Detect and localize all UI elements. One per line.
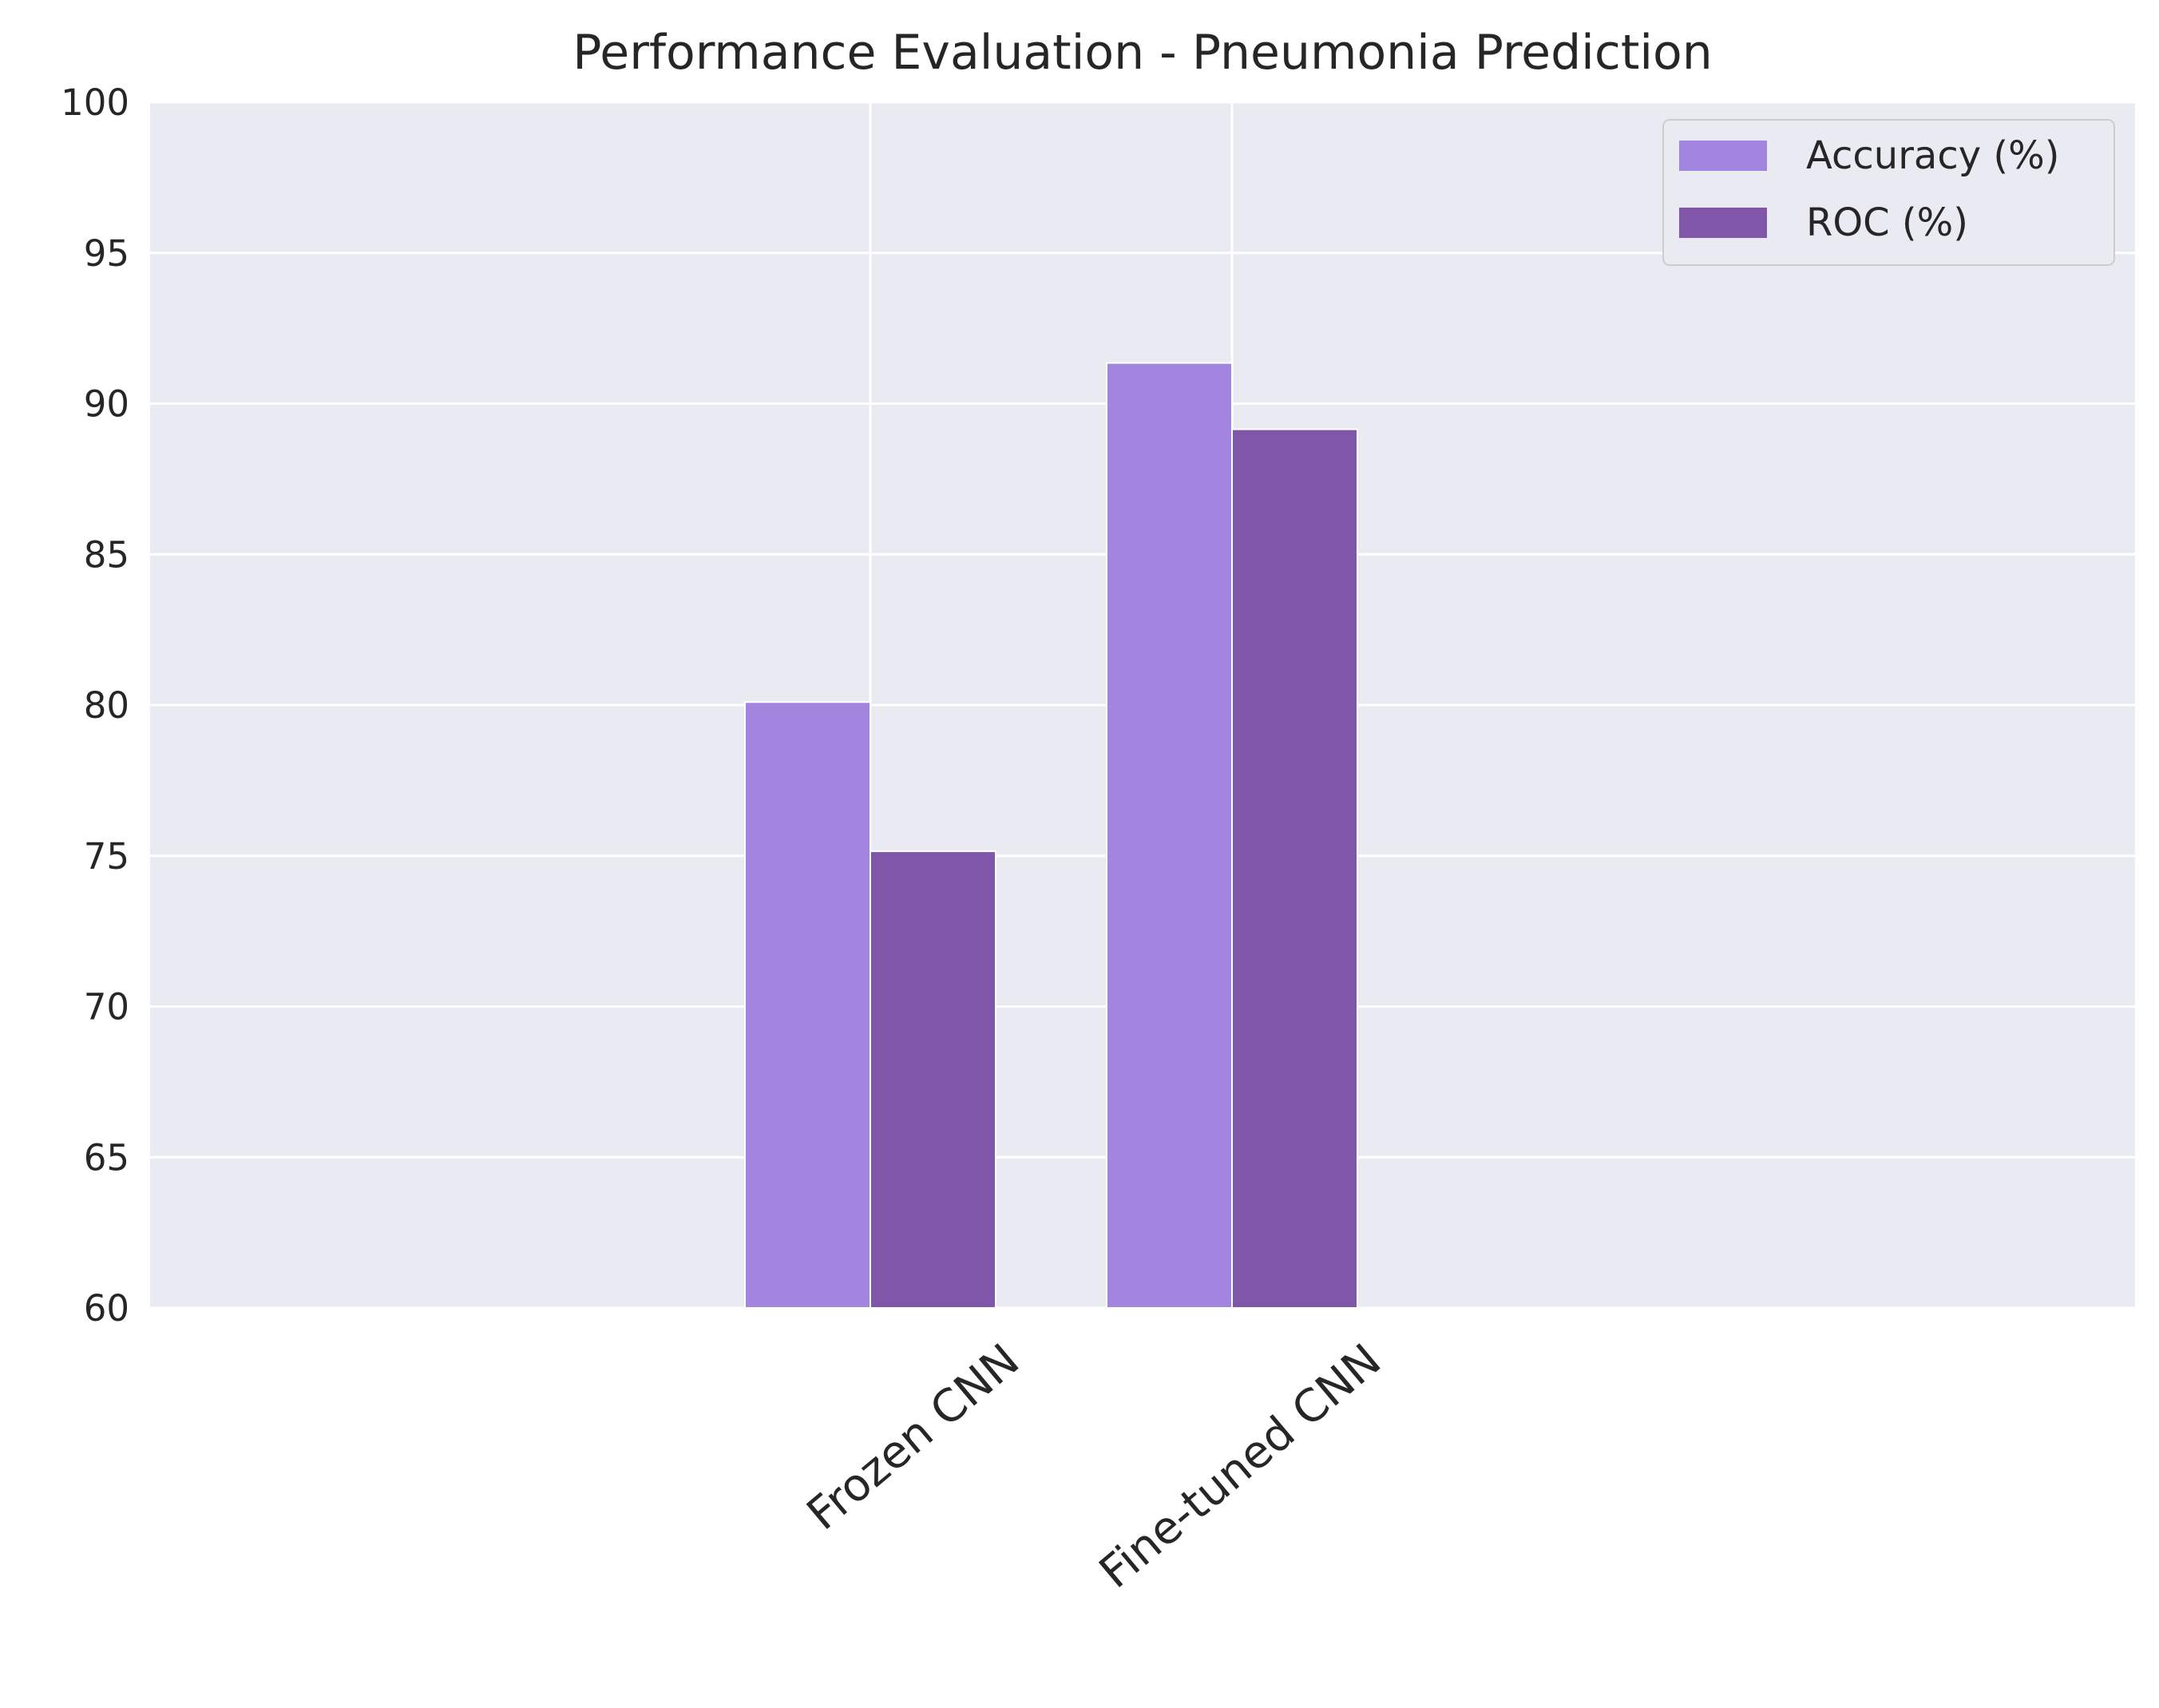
bars (744, 362, 1358, 1310)
x-tick-label: Frozen CNN (798, 1334, 1029, 1540)
chart-title: Performance Evaluation - Pneumonia Predi… (572, 25, 1713, 81)
y-tick-label: 80 (84, 684, 129, 727)
y-tick-labels: 60 65 70 75 80 85 90 95 100 (61, 81, 129, 1330)
legend: Accuracy (%) ROC (%) (1662, 119, 2115, 266)
y-tick-label: 100 (61, 81, 129, 124)
x-tick-labels: Frozen CNN Fine-tuned CNN (798, 1334, 1391, 1599)
legend-label: ROC (%) (1806, 200, 1968, 245)
bar-roc-0 (870, 850, 996, 1309)
y-tick-label: 65 (84, 1136, 129, 1179)
y-tick-label: 75 (84, 835, 129, 878)
bar-accuracy-0 (744, 701, 871, 1309)
y-tick-label: 70 (84, 986, 129, 1028)
bar-accuracy-1 (1106, 362, 1233, 1310)
y-tick-label: 95 (84, 232, 129, 275)
legend-swatch (1679, 141, 1767, 171)
legend-swatch (1679, 208, 1767, 238)
bar-roc-1 (1231, 428, 1358, 1309)
y-tick-label: 85 (84, 533, 129, 576)
y-tick-label: 90 (84, 383, 129, 426)
legend-box (1662, 119, 2115, 266)
legend-label: Accuracy (%) (1806, 133, 2059, 178)
y-tick-label: 60 (84, 1287, 129, 1330)
x-tick-label: Fine-tuned CNN (1090, 1334, 1391, 1599)
